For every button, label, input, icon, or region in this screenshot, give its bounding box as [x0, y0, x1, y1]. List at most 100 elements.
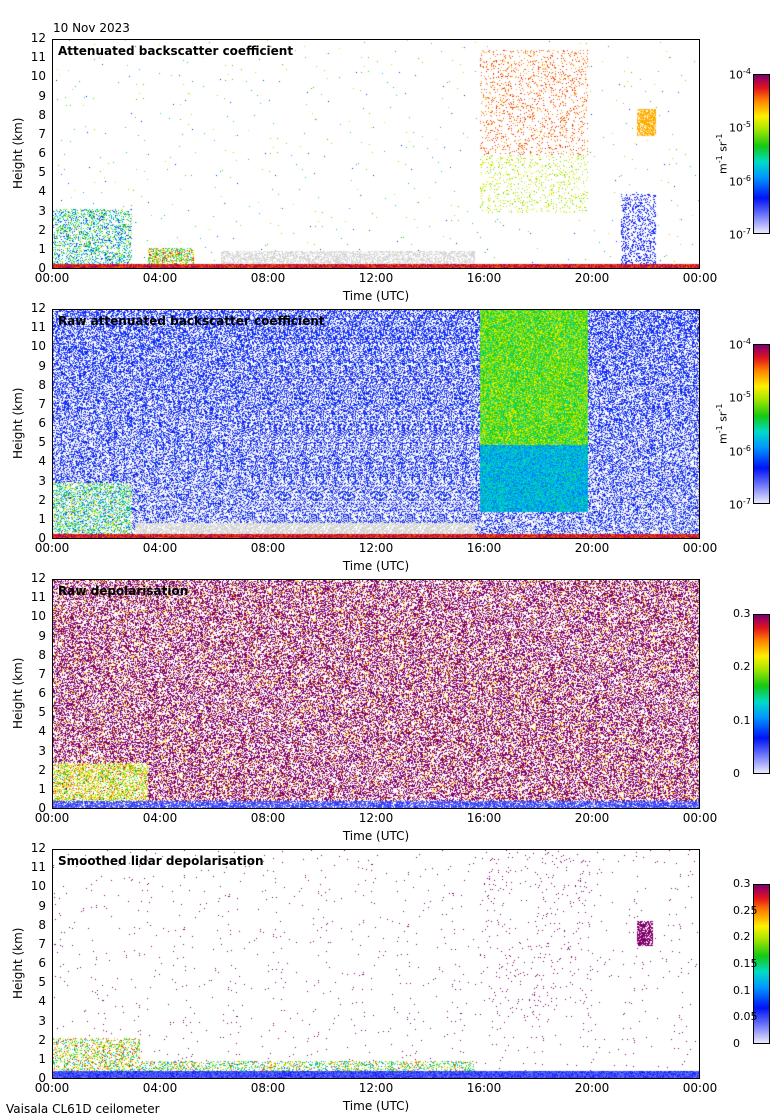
y-tick-label: 2	[38, 222, 46, 237]
colorbar-tick-label: 10-7	[729, 497, 751, 512]
x-tick-label: 00:00	[682, 271, 718, 285]
colorbar-tick-label: 0.1	[733, 983, 751, 997]
colorbar-unit: m-1 sr-1	[715, 133, 730, 174]
heatmap-plot: Raw attenuated backscatter coefficient	[52, 309, 700, 539]
heatmap-canvas	[53, 580, 699, 808]
y-tick-label: 7	[38, 396, 46, 411]
y-tick-label: 12	[30, 301, 46, 315]
colorbar-tick-label: 10-7	[729, 227, 751, 242]
colorbar-tick-label: 0.2	[733, 930, 751, 944]
y-tick-label: 12	[30, 31, 46, 45]
y-tick-label: 5	[38, 165, 46, 180]
y-tick-label: 9	[38, 358, 46, 373]
heatmap-plot: Smoothed lidar depolarisation	[52, 849, 700, 1079]
x-tick-label: 00:00	[34, 541, 70, 555]
colorbar	[753, 74, 770, 234]
x-tick-label: 04:00	[142, 1081, 178, 1095]
y-tick-label: 0	[38, 801, 46, 815]
y-tick-label: 6	[38, 686, 46, 700]
y-tick-label: 7	[38, 126, 46, 141]
colorbar-tick-label: 0.3	[733, 877, 751, 890]
heatmap-canvas	[53, 850, 699, 1078]
heatmap-plot: Raw depolarisation	[52, 579, 700, 809]
x-axis-label: Time (UTC)	[342, 1099, 410, 1113]
x-tick-label: 04:00	[142, 811, 178, 825]
colorbar-tick-label: 10-6	[729, 443, 751, 459]
y-tick-label: 12	[30, 571, 46, 585]
heatmap-canvas	[53, 310, 699, 538]
y-tick-label: 3	[38, 473, 46, 488]
colorbar-tick-label: 0.1	[733, 713, 751, 727]
x-tick-label: 04:00	[142, 271, 178, 285]
colorbar-tick-label: 10-4	[729, 337, 751, 352]
x-tick-label: 12:00	[358, 271, 394, 285]
y-tick-label: 1	[38, 781, 46, 796]
y-tick-label: 8	[38, 917, 46, 932]
y-tick-label: 8	[38, 107, 46, 122]
x-tick-label: 12:00	[358, 1081, 394, 1095]
x-tick-label: 16:00	[466, 271, 502, 285]
y-tick-label: 4	[38, 454, 46, 469]
colorbar-tick-label: 0.05	[733, 1010, 758, 1024]
colorbar-unit: m-1 sr-1	[715, 403, 730, 444]
x-tick-label: 20:00	[574, 541, 610, 555]
y-tick-label: 1	[38, 511, 46, 526]
y-tick-label: 4	[38, 994, 46, 1009]
colorbar-tick-label: 0	[733, 1037, 740, 1050]
x-tick-label: 20:00	[574, 811, 610, 825]
colorbar-tick-label: 0.25	[733, 903, 758, 917]
y-tick-label: 4	[38, 724, 46, 739]
x-tick-label: 20:00	[574, 1081, 610, 1095]
y-tick-label: 3	[38, 203, 46, 218]
x-tick-label: 00:00	[34, 271, 70, 285]
y-tick-label: 0	[38, 531, 46, 545]
x-tick-label: 20:00	[574, 271, 610, 285]
y-tick-label: 9	[38, 628, 46, 643]
y-tick-label: 2	[38, 762, 46, 777]
x-tick-label: 00:00	[34, 811, 70, 825]
y-tick-label: 10	[30, 69, 46, 84]
y-tick-label: 8	[38, 377, 46, 392]
y-tick-label: 7	[38, 666, 46, 681]
y-tick-label: 2	[38, 492, 46, 507]
colorbar-tick-label: 0.3	[733, 607, 751, 620]
y-tick-label: 10	[30, 339, 46, 354]
y-tick-label: 6	[38, 416, 46, 430]
y-tick-label: 1	[38, 241, 46, 256]
colorbar	[753, 884, 770, 1044]
x-tick-label: 08:00	[250, 1081, 286, 1095]
y-tick-label: 10	[30, 879, 46, 894]
y-tick-label: 11	[30, 590, 46, 605]
y-tick-label: 3	[38, 1013, 46, 1028]
x-axis-label: Time (UTC)	[342, 829, 410, 843]
x-tick-label: 00:00	[682, 811, 718, 825]
colorbar-tick-label: 10-6	[729, 173, 751, 189]
x-tick-label: 08:00	[250, 541, 286, 555]
y-tick-label: 6	[38, 956, 46, 970]
y-tick-label: 11	[30, 50, 46, 65]
heatmap-plot: Attenuated backscatter coefficient	[52, 39, 700, 269]
y-tick-label: 12	[30, 841, 46, 855]
y-tick-label: 9	[38, 898, 46, 913]
colorbar-tick-label: 10-5	[729, 120, 751, 135]
x-tick-label: 00:00	[682, 1081, 718, 1095]
x-tick-label: 12:00	[358, 541, 394, 555]
y-tick-label: 2	[38, 1032, 46, 1047]
y-tick-label: 8	[38, 647, 46, 662]
y-tick-label: 0	[38, 261, 46, 275]
heatmap-canvas	[53, 40, 699, 268]
y-tick-label: 6	[38, 146, 46, 160]
x-tick-label: 16:00	[466, 541, 502, 555]
colorbar-tick-label: 10-5	[729, 390, 751, 405]
x-tick-label: 04:00	[142, 541, 178, 555]
x-tick-label: 08:00	[250, 271, 286, 285]
colorbar-tick-label: 10-4	[729, 67, 751, 82]
colorbar	[753, 614, 770, 774]
y-tick-label: 10	[30, 609, 46, 624]
colorbar	[753, 344, 770, 504]
x-tick-label: 00:00	[34, 1081, 70, 1095]
panel-title: Raw attenuated backscatter coefficient	[58, 314, 325, 328]
x-tick-label: 16:00	[466, 1081, 502, 1095]
x-tick-label: 08:00	[250, 811, 286, 825]
y-tick-label: 5	[38, 705, 46, 720]
